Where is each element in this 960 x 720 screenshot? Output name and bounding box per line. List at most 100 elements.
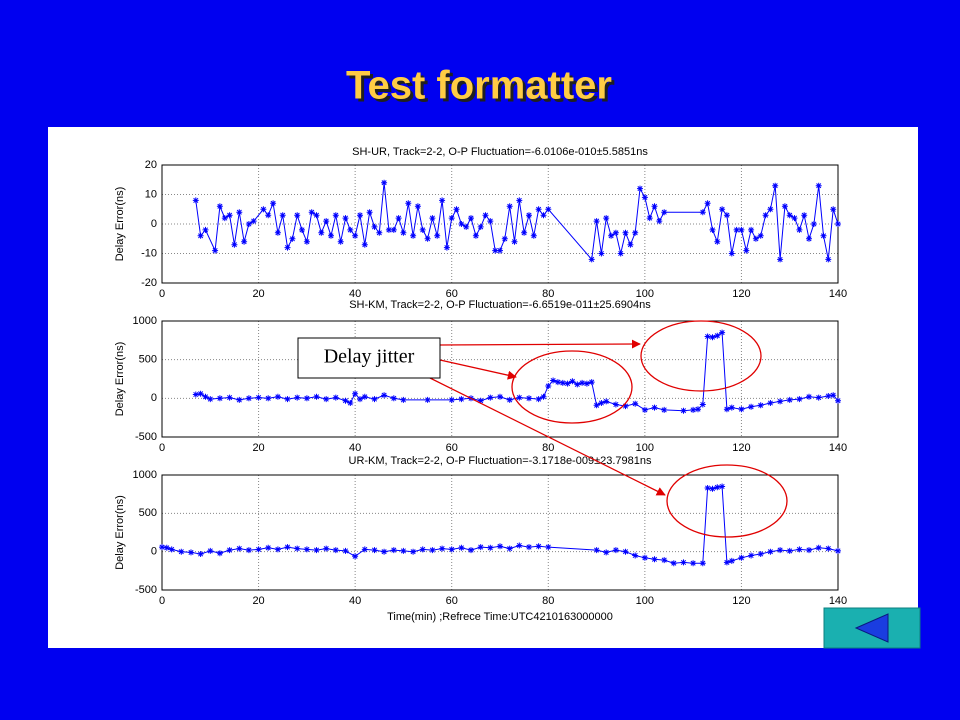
y-axis-label: Delay Error(ns) xyxy=(114,187,126,262)
point-marker xyxy=(332,394,339,401)
point-marker xyxy=(221,215,228,222)
y-tick-label: 500 xyxy=(139,507,157,519)
point-marker xyxy=(477,223,484,230)
point-marker xyxy=(680,559,687,566)
point-marker xyxy=(593,402,600,409)
point-marker xyxy=(448,215,455,222)
point-marker xyxy=(767,206,774,213)
point-marker xyxy=(501,235,508,242)
point-marker xyxy=(299,226,305,233)
point-marker xyxy=(274,546,281,553)
point-marker xyxy=(453,206,460,213)
point-marker xyxy=(313,212,320,219)
point-marker xyxy=(526,544,532,551)
point-marker xyxy=(738,554,745,561)
point-marker xyxy=(463,223,470,230)
point-marker xyxy=(632,229,639,236)
x-axis-label: Time(min) ;Refrece Time:UTC4210163000000 xyxy=(387,611,613,623)
point-marker xyxy=(593,547,600,554)
point-marker xyxy=(352,232,359,239)
back-button[interactable] xyxy=(823,607,921,649)
point-marker xyxy=(202,393,209,400)
ellipse xyxy=(640,320,762,392)
x-tick-label: 80 xyxy=(542,288,554,300)
point-marker xyxy=(448,396,455,403)
point-marker xyxy=(352,390,359,397)
point-marker xyxy=(197,232,204,239)
point-marker xyxy=(719,483,726,490)
point-marker xyxy=(564,380,571,387)
point-marker xyxy=(366,209,373,216)
point-marker xyxy=(163,544,170,551)
y-tick-label: 1000 xyxy=(133,315,157,327)
point-marker xyxy=(603,215,610,222)
title-shadow: Test formatter xyxy=(349,67,615,111)
y-axis-label: Delay Error(ns) xyxy=(114,495,126,570)
point-marker xyxy=(347,226,354,233)
point-marker xyxy=(207,547,214,554)
point-marker xyxy=(728,557,735,564)
back-arrow[interactable] xyxy=(854,613,889,643)
chart-title: SH-KM, Track=2-2, O-P Fluctuation=-6.651… xyxy=(349,299,651,311)
point-marker xyxy=(723,212,730,219)
point-marker xyxy=(197,390,204,397)
point-marker xyxy=(303,395,310,402)
y-tick-label: 1000 xyxy=(133,469,157,481)
point-marker xyxy=(728,404,735,411)
point-marker xyxy=(612,547,619,554)
point-marker xyxy=(806,547,812,554)
y-tick-label: 10 xyxy=(145,188,157,200)
point-marker xyxy=(835,397,841,404)
point-marker xyxy=(719,206,726,213)
point-marker xyxy=(381,392,388,399)
point-marker xyxy=(728,250,735,257)
point-marker xyxy=(477,397,484,404)
point-marker xyxy=(516,394,523,401)
point-marker xyxy=(516,542,523,549)
point-marker xyxy=(521,229,528,236)
point-marker xyxy=(303,546,310,553)
point-marker xyxy=(641,406,648,413)
point-marker xyxy=(835,547,841,554)
point-marker xyxy=(497,543,503,550)
point-marker xyxy=(588,379,595,386)
point-marker xyxy=(429,547,436,554)
point-marker xyxy=(554,379,561,386)
point-marker xyxy=(825,545,832,552)
slide-title: Test formatter xyxy=(346,64,612,108)
point-marker xyxy=(622,229,629,236)
x-tick-label: 60 xyxy=(446,595,458,607)
point-marker xyxy=(699,401,706,408)
x-tick-label: 20 xyxy=(252,442,264,454)
point-marker xyxy=(723,559,730,566)
point-marker xyxy=(212,247,219,254)
point-marker xyxy=(830,206,837,213)
point-marker xyxy=(777,256,784,263)
point-marker xyxy=(323,218,330,225)
point-marker xyxy=(192,197,199,204)
point-marker xyxy=(284,396,291,403)
point-marker xyxy=(458,221,465,227)
point-marker xyxy=(835,221,841,227)
point-marker xyxy=(443,244,450,251)
y-tick-label: -20 xyxy=(141,277,157,289)
point-marker xyxy=(748,552,755,559)
point-marker xyxy=(704,333,711,340)
point-marker xyxy=(825,256,832,263)
point-marker xyxy=(429,215,436,222)
y-tick-label: 0 xyxy=(151,392,157,404)
point-marker xyxy=(405,200,412,207)
point-marker xyxy=(511,238,518,245)
point-marker xyxy=(680,407,687,414)
point-marker xyxy=(772,182,779,189)
y-tick-label: -500 xyxy=(135,431,157,443)
point-marker xyxy=(419,546,426,553)
point-marker xyxy=(458,544,465,551)
point-marker xyxy=(410,548,417,555)
x-tick-label: 120 xyxy=(732,442,750,454)
x-tick-label: 20 xyxy=(252,288,264,300)
point-marker xyxy=(622,403,629,410)
x-tick-label: 120 xyxy=(732,288,750,300)
point-marker xyxy=(646,215,653,222)
point-marker xyxy=(632,400,639,407)
